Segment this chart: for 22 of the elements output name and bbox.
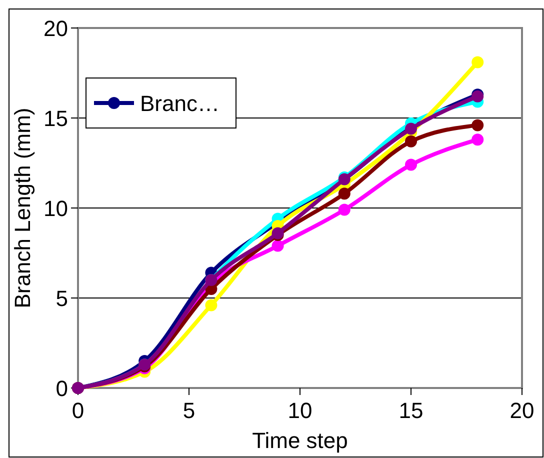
y-tick-label: 10 bbox=[44, 196, 68, 221]
point bbox=[405, 158, 417, 171]
point bbox=[338, 188, 350, 200]
x-tick-label: 5 bbox=[182, 398, 196, 423]
x-axis-title: Time step bbox=[252, 428, 348, 453]
y-tick-label: 5 bbox=[56, 286, 68, 311]
point bbox=[472, 119, 484, 132]
y-tick-label: 15 bbox=[44, 106, 68, 131]
x-tick-label: 0 bbox=[72, 398, 84, 423]
legend-label: Branc… bbox=[140, 91, 220, 116]
point bbox=[405, 135, 417, 148]
x-tick-label: 10 bbox=[288, 398, 312, 423]
point bbox=[205, 299, 218, 312]
x-tick-label: 20 bbox=[510, 398, 534, 423]
point bbox=[472, 134, 484, 146]
y-axis-title: Branch Length (mm) bbox=[10, 108, 35, 308]
point bbox=[338, 204, 350, 216]
x-tick-label: 15 bbox=[398, 398, 424, 423]
point bbox=[472, 56, 484, 68]
point bbox=[272, 240, 284, 252]
y-tick-label: 0 bbox=[56, 376, 68, 401]
y-tick-label: 20 bbox=[44, 16, 68, 41]
